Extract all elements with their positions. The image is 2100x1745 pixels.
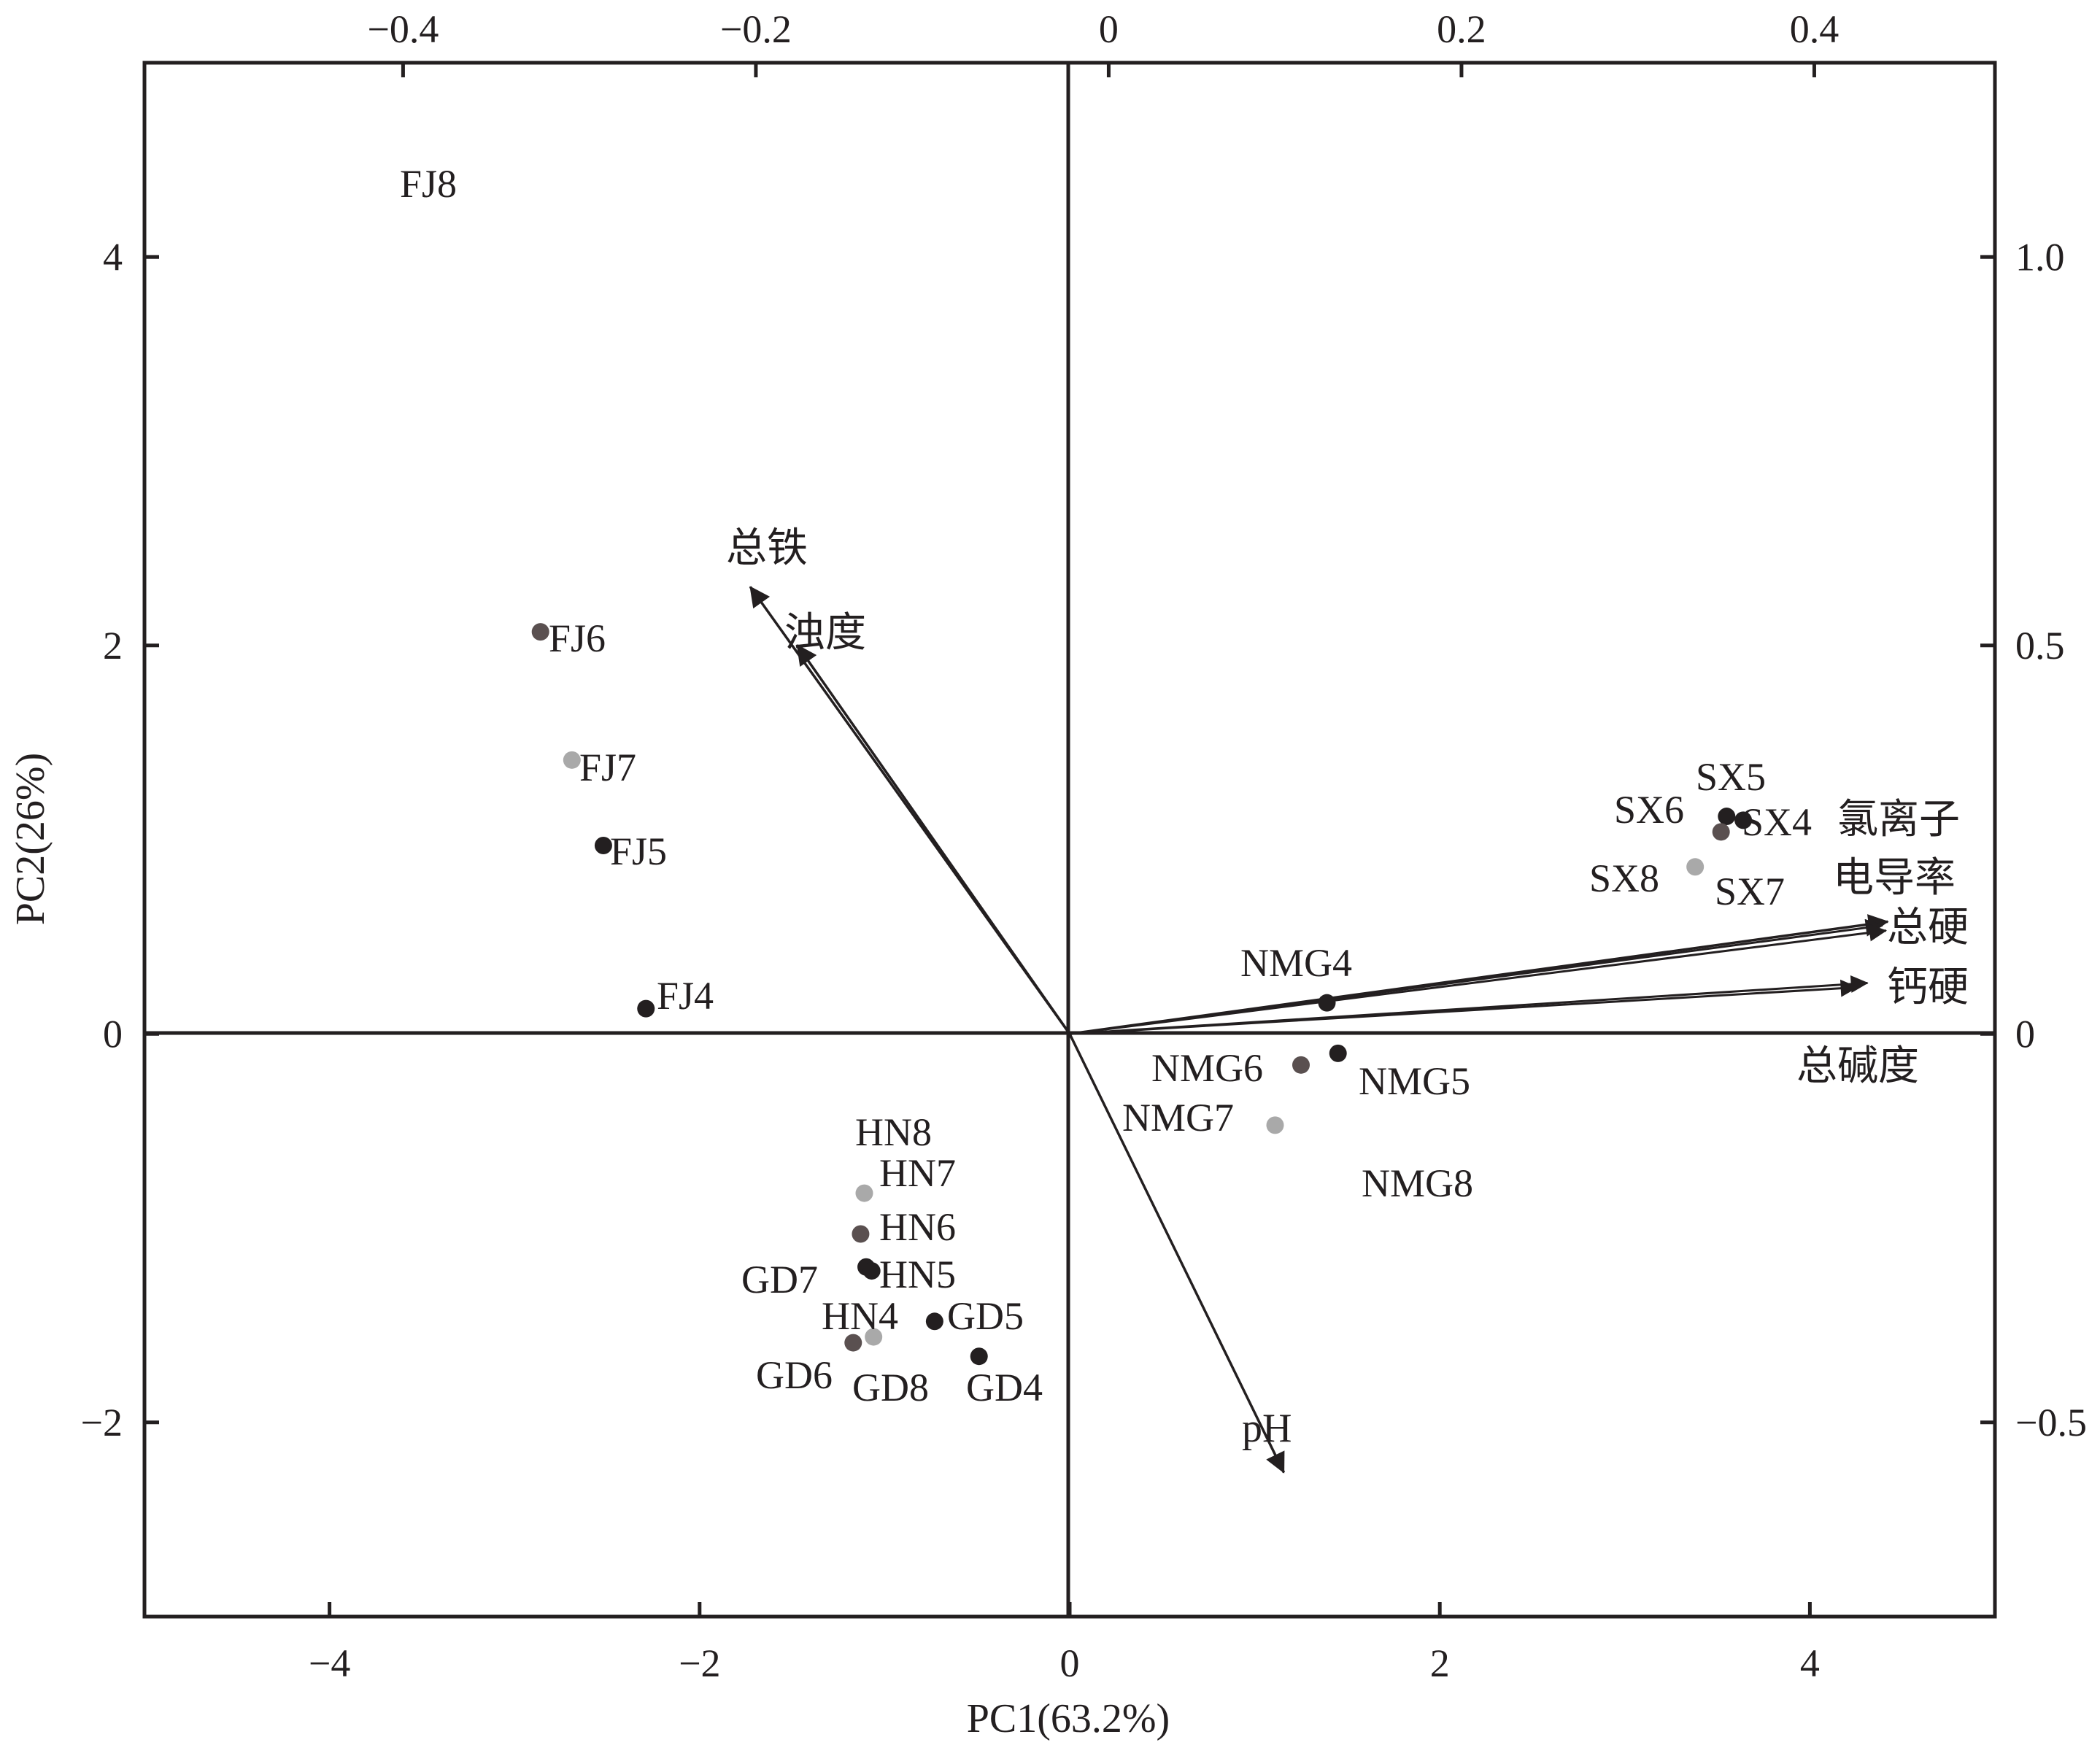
point-label: FJ4	[657, 974, 714, 1018]
score-point	[1329, 1044, 1347, 1062]
score-point	[865, 1328, 883, 1346]
loading-arrow	[1069, 979, 1858, 1035]
point-label: SX5	[1696, 755, 1766, 799]
score-point	[1718, 808, 1736, 826]
point-label: GD4	[966, 1366, 1043, 1409]
x-tick-label: 4	[1800, 1641, 1820, 1685]
loading-label: 电导率	[1833, 856, 1956, 901]
axis-tick-labels: −4 −2 0 2 4 −2 0 2 4 −0.4 −0.2 0 0.2 0.4 −0.5 0 0.5 1.0	[81, 7, 2087, 1685]
loading-arrow	[796, 644, 1071, 1035]
point-label: NMG5	[1359, 1059, 1470, 1103]
top-tick-label: 0	[1099, 7, 1119, 51]
y-tick-label: 0	[103, 1012, 123, 1056]
point-label: NMG7	[1122, 1096, 1234, 1140]
x-tick-label: 2	[1430, 1641, 1450, 1685]
score-point	[594, 836, 612, 854]
top-tick-label: −0.4	[367, 7, 439, 51]
score-point	[563, 751, 581, 769]
right-tick-label: 0	[2015, 1012, 2035, 1056]
x-tick-label: −4	[309, 1641, 350, 1685]
score-point	[1734, 811, 1753, 829]
point-label: GD8	[852, 1366, 929, 1409]
right-tick-label: −0.5	[2015, 1401, 2087, 1444]
score-point	[1318, 994, 1336, 1012]
point-label: SX8	[1589, 856, 1659, 900]
point-label: FJ7	[579, 746, 636, 789]
point-label: HN4	[822, 1294, 898, 1338]
score-point	[970, 1347, 988, 1366]
y-tick-label: 4	[103, 235, 123, 279]
point-label: SX6	[1614, 788, 1684, 832]
score-points	[531, 623, 1753, 1366]
point-label: HN7	[879, 1151, 956, 1195]
point-label: SX7	[1715, 870, 1785, 913]
point-label: HN8	[855, 1110, 932, 1154]
loading-label: 钙硬	[1887, 965, 1969, 1010]
score-point	[862, 1262, 881, 1280]
score-point	[925, 1312, 943, 1331]
score-point	[855, 1184, 873, 1202]
score-point	[637, 999, 655, 1018]
score-point	[1292, 1056, 1310, 1074]
x-tick-label: −2	[679, 1641, 720, 1685]
right-tick-label: 1.0	[2015, 235, 2065, 279]
loading-label: 总硬	[1887, 905, 1969, 951]
loading-label: 氯离子	[1837, 797, 1960, 843]
point-label: GD7	[741, 1258, 818, 1301]
loading-label: 浊度	[784, 611, 866, 656]
score-point-labels: FJ8 FJ6 FJ7 FJ5 FJ4 SX5 SX6 SX4 SX8 SX7 NMG4 NMG6 NM…	[400, 162, 1812, 1409]
y-tick-label: −2	[81, 1401, 123, 1444]
y-axis-title: PC2(26%)	[8, 753, 53, 925]
score-point	[852, 1225, 870, 1243]
point-label: HN6	[879, 1205, 956, 1249]
loading-vectors	[749, 586, 1889, 1474]
x-tick-label: 0	[1060, 1641, 1080, 1685]
loading-arrow	[1068, 1033, 1286, 1474]
point-label: NMG4	[1240, 941, 1352, 985]
point-label: GD5	[947, 1294, 1024, 1338]
loading-label: pH	[1242, 1406, 1292, 1451]
point-label: HN5	[879, 1253, 956, 1296]
loading-label: 总铁	[726, 526, 808, 571]
score-point	[844, 1334, 862, 1352]
point-label: FJ6	[549, 616, 606, 660]
point-label: FJ8	[400, 162, 457, 206]
loading-label: 总碱度	[1796, 1044, 1919, 1089]
score-point	[1266, 1116, 1284, 1134]
score-point	[1686, 858, 1705, 876]
loading-arrow	[1069, 924, 1888, 1035]
top-tick-label: 0.2	[1437, 7, 1486, 51]
right-tick-label: 0.5	[2015, 624, 2065, 668]
point-label: NMG6	[1151, 1046, 1263, 1090]
point-label: FJ5	[610, 829, 667, 873]
top-tick-label: −0.2	[720, 7, 792, 51]
point-label: NMG8	[1362, 1161, 1473, 1205]
score-point	[1712, 823, 1730, 841]
x-axis-title: PC1(63.2%)	[967, 1696, 1170, 1741]
top-tick-label: 0.4	[1790, 7, 1840, 51]
y-tick-label: 2	[103, 624, 123, 668]
score-point	[531, 623, 549, 641]
point-label: GD6	[756, 1353, 833, 1397]
point-label: SX4	[1742, 800, 1812, 844]
axis-ticks	[144, 63, 1995, 1617]
